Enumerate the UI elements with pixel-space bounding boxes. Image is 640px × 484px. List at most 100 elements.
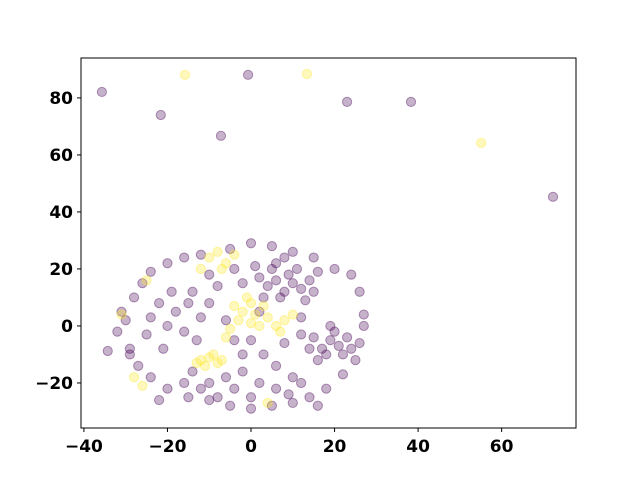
scatter-point [116,306,127,317]
scatter-point [133,360,144,371]
scatter-point [212,392,223,403]
scatter-point [229,263,240,275]
scatter-point [204,377,215,389]
scatter-point [250,309,261,320]
scatter-point [304,392,315,403]
x-tick-label: 40 [406,437,430,457]
scatter-point [124,349,135,360]
scatter-point [405,96,417,107]
scatter-point [341,332,353,343]
scatter-point [279,315,290,326]
scatter-point [216,355,227,366]
scatter-point [215,130,227,141]
scatter-point [245,238,257,249]
scatter-point [187,286,198,297]
scatter-point [254,306,265,317]
scatter-point [229,300,240,312]
scatter-point [116,309,127,320]
scatter-point [137,380,148,391]
x-tick-label: −40 [65,437,103,457]
scatter-point [179,69,191,80]
scatter-point [304,343,315,354]
scatter-point [195,263,206,275]
scatter-point [245,298,257,309]
scatter-point [170,306,181,317]
scatter-point [275,292,286,303]
scatter-point [220,258,232,269]
scatter-point [120,315,131,326]
scatter-point [208,349,219,360]
scatter-point [287,309,298,320]
scatter-point [212,280,223,292]
scatter-point [279,337,290,349]
scatter-point [179,377,190,389]
scatter-point [141,329,152,340]
scatter-point [287,372,298,383]
scatter-point [220,372,232,383]
scatter-point [166,286,177,297]
scatter-point [233,315,244,326]
scatter-point [195,312,206,323]
scatter-point [325,335,336,346]
scatter-point [279,252,290,263]
scatter-point [241,292,252,303]
scatter-point [270,258,282,269]
scatter-point [145,266,156,277]
scatter-point [245,318,257,329]
scatter-point [204,252,215,263]
scatter-point [229,249,240,260]
y-tick-label: 40 [49,203,73,223]
scatter-point [199,360,211,371]
scatter-point [204,394,215,406]
scatter-point [296,312,307,323]
scatter-point [266,263,277,275]
scatter-point [308,252,319,263]
scatter-point [191,357,202,369]
scatter-point [301,68,313,80]
scatter-point [212,357,223,369]
scatter-point [216,263,227,275]
scatter-point [179,326,190,337]
scatter-point [183,298,194,309]
scatter-point [296,329,307,340]
scatter-point [316,343,328,354]
scatter-point [137,278,148,289]
scatter-point [350,355,361,366]
scatter-point [312,266,323,277]
scatter-point [312,400,323,411]
scatter-point [162,320,173,332]
scatter-point [275,326,286,337]
scatter-point [141,275,152,286]
scatter-point [155,109,166,121]
scatter-point [250,260,261,272]
y-tick-label: 20 [49,260,73,280]
scatter-point [329,263,340,275]
scatter-point [96,86,107,98]
scatter-point [154,394,165,406]
scatter-point [237,366,248,377]
x-tick-label: −20 [149,437,187,457]
axes-frame [80,57,577,429]
scatter-point [195,249,206,260]
scatter-point [358,309,369,320]
scatter-point [337,349,349,360]
scatter-point [283,269,294,280]
scatter-point [195,383,206,394]
scatter-point [237,278,248,289]
scatter-point [225,400,236,411]
scatter-point [128,292,140,303]
scatter-point [287,397,298,409]
y-axis: −20 0 20 40 60 80 [35,89,81,394]
scatter-point [128,372,140,383]
scatter-point [254,320,265,332]
scatter-point [183,392,194,403]
scatter-point [354,337,365,349]
scatter-point [270,383,282,394]
scatter-point [158,343,169,354]
scatter-point [242,69,254,80]
scatter-point [291,263,303,275]
scatter-point [102,345,113,357]
scatter-point [476,137,487,149]
scatter-point [245,403,257,414]
